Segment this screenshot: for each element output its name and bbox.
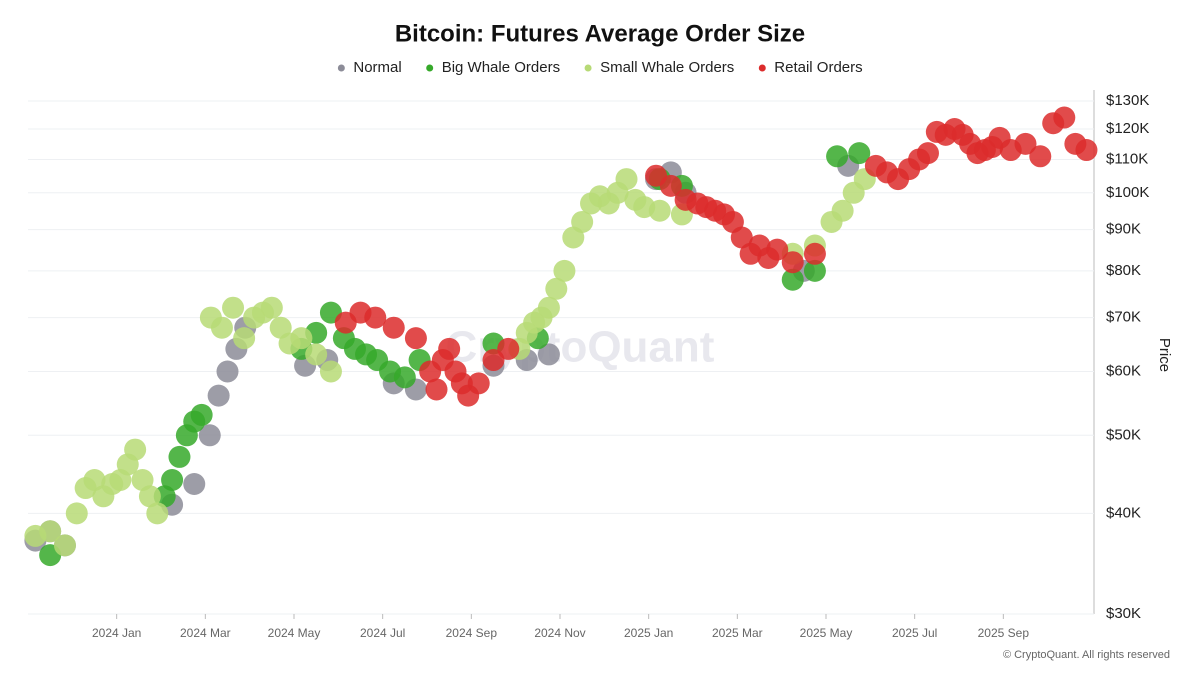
data-point (190, 403, 213, 426)
y-tick-label: $60K (1106, 362, 1141, 379)
data-point (648, 199, 671, 222)
data-point (766, 238, 789, 261)
data-point (198, 424, 221, 447)
y-tick-label: $120K (1106, 120, 1149, 137)
y-tick-label: $110K (1106, 150, 1148, 167)
data-point (210, 316, 233, 339)
legend-label: Normal (353, 59, 401, 76)
legend-label: Retail Orders (774, 59, 862, 76)
y-tick-label: $30K (1106, 605, 1141, 622)
data-point (168, 445, 191, 468)
data-point (53, 534, 76, 557)
x-tick-label: 2025 May (800, 626, 853, 640)
data-point (305, 343, 328, 366)
y-tick-label: $40K (1106, 504, 1141, 521)
data-point (659, 174, 682, 197)
legend-marker (758, 64, 766, 72)
data-point (571, 210, 594, 233)
legend-label: Small Whale Orders (600, 59, 734, 76)
y-axis-label: Price (1156, 338, 1173, 372)
data-point (1075, 139, 1098, 162)
data-point (537, 296, 560, 319)
data-point (730, 226, 753, 249)
x-tick-label: 2024 Sep (446, 626, 498, 640)
x-tick-label: 2024 Mar (180, 626, 231, 640)
y-tick-label: $90K (1106, 221, 1141, 238)
data-point (183, 473, 206, 496)
y-tick-label: $70K (1106, 309, 1141, 326)
data-point (124, 438, 147, 461)
x-tick-label: 2025 Jan (624, 626, 673, 640)
data-point (65, 502, 88, 525)
y-tick-label: $100K (1106, 184, 1149, 201)
x-tick-label: 2024 Nov (534, 626, 585, 640)
chart-title: Bitcoin: Futures Average Order Size (395, 20, 805, 47)
data-point (83, 469, 106, 492)
data-point (1053, 106, 1076, 129)
data-point (497, 337, 520, 360)
data-point (233, 327, 256, 350)
data-point (831, 199, 854, 222)
x-tick-label: 2025 Mar (712, 626, 763, 640)
data-point (260, 296, 283, 319)
data-point (537, 343, 560, 366)
data-point (803, 259, 826, 282)
data-point (467, 372, 490, 395)
y-tick-label: $80K (1106, 262, 1141, 279)
data-point (39, 520, 62, 543)
y-tick-label: $50K (1106, 426, 1141, 443)
data-point (216, 360, 239, 383)
data-point (916, 142, 939, 165)
footer: © CryptoQuant. All rights reserved (1003, 649, 1170, 661)
x-tick-label: 2025 Sep (978, 626, 1030, 640)
data-point (781, 268, 804, 291)
data-point (290, 327, 313, 350)
data-point (364, 306, 387, 329)
data-point (553, 259, 576, 282)
data-point (319, 360, 342, 383)
data-point (138, 485, 161, 508)
data-point (425, 378, 448, 401)
data-point (146, 502, 169, 525)
data-point (615, 168, 638, 191)
data-point (1029, 145, 1052, 168)
data-point (393, 366, 416, 389)
y-tick-label: $130K (1106, 92, 1149, 109)
legend-marker (426, 64, 434, 72)
legend-marker (337, 64, 345, 72)
data-point (1014, 132, 1037, 155)
data-point (803, 242, 826, 265)
data-point (848, 142, 871, 165)
x-tick-label: 2024 May (268, 626, 321, 640)
data-point (382, 316, 405, 339)
legend-marker (584, 64, 592, 72)
legend-label: Big Whale Orders (442, 59, 560, 76)
data-point (207, 384, 230, 407)
data-point (404, 327, 427, 350)
x-tick-label: 2024 Jul (360, 626, 405, 640)
data-point (826, 145, 849, 168)
data-point (545, 277, 568, 300)
data-point (222, 296, 245, 319)
data-point (161, 469, 184, 492)
data-point (781, 251, 804, 274)
x-tick-label: 2024 Jan (92, 626, 141, 640)
data-point (438, 337, 461, 360)
x-tick-label: 2025 Jul (892, 626, 937, 640)
